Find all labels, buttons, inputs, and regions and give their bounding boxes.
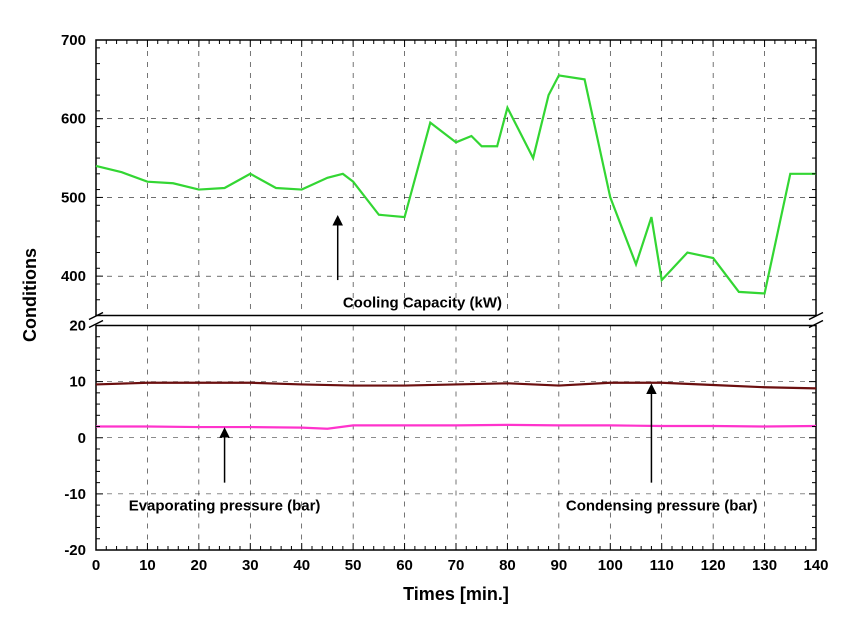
y-tick-label-lower: -10 <box>64 486 86 503</box>
x-tick-label: 30 <box>242 557 259 574</box>
x-tick-label: 120 <box>701 557 726 574</box>
x-tick-label: 10 <box>139 557 156 574</box>
x-tick-label: 100 <box>598 557 623 574</box>
x-tick-label: 110 <box>650 557 674 574</box>
y-tick-label-lower: -20 <box>64 542 86 559</box>
x-tick-label: 60 <box>396 557 413 574</box>
y-tick-label-upper: 600 <box>61 111 86 128</box>
y-tick-label-upper: 400 <box>61 268 86 285</box>
y-tick-label-lower: 20 <box>69 318 86 335</box>
annotation-label: Condensing pressure (bar) <box>566 498 758 515</box>
annotation-label: Cooling Capacity (kW) <box>343 295 502 312</box>
y-tick-label-lower: 0 <box>78 430 86 447</box>
y-tick-label-upper: 700 <box>61 32 86 49</box>
x-tick-label: 0 <box>92 557 100 574</box>
annotation-label: Evaporating pressure (bar) <box>129 498 321 515</box>
y-tick-label-lower: 10 <box>69 374 86 391</box>
y-tick-label-upper: 500 <box>61 189 86 206</box>
x-tick-label: 130 <box>752 557 777 574</box>
broken-axis-line-chart: 0102030405060708090100110120130140400500… <box>0 0 867 634</box>
x-tick-label: 70 <box>448 557 465 574</box>
x-axis-title: Times [min.] <box>403 584 509 604</box>
x-tick-label: 40 <box>293 557 310 574</box>
x-tick-label: 80 <box>499 557 516 574</box>
x-tick-label: 140 <box>803 557 828 574</box>
annotations: Cooling Capacity (kW) Evaporating pressur… <box>129 217 758 515</box>
x-tick-label: 20 <box>191 557 208 574</box>
x-tick-label: 50 <box>345 557 362 574</box>
y-axis-title: Conditions <box>20 248 40 342</box>
x-tick-label: 90 <box>551 557 568 574</box>
series-condensing-pressure-bar- <box>96 383 816 389</box>
